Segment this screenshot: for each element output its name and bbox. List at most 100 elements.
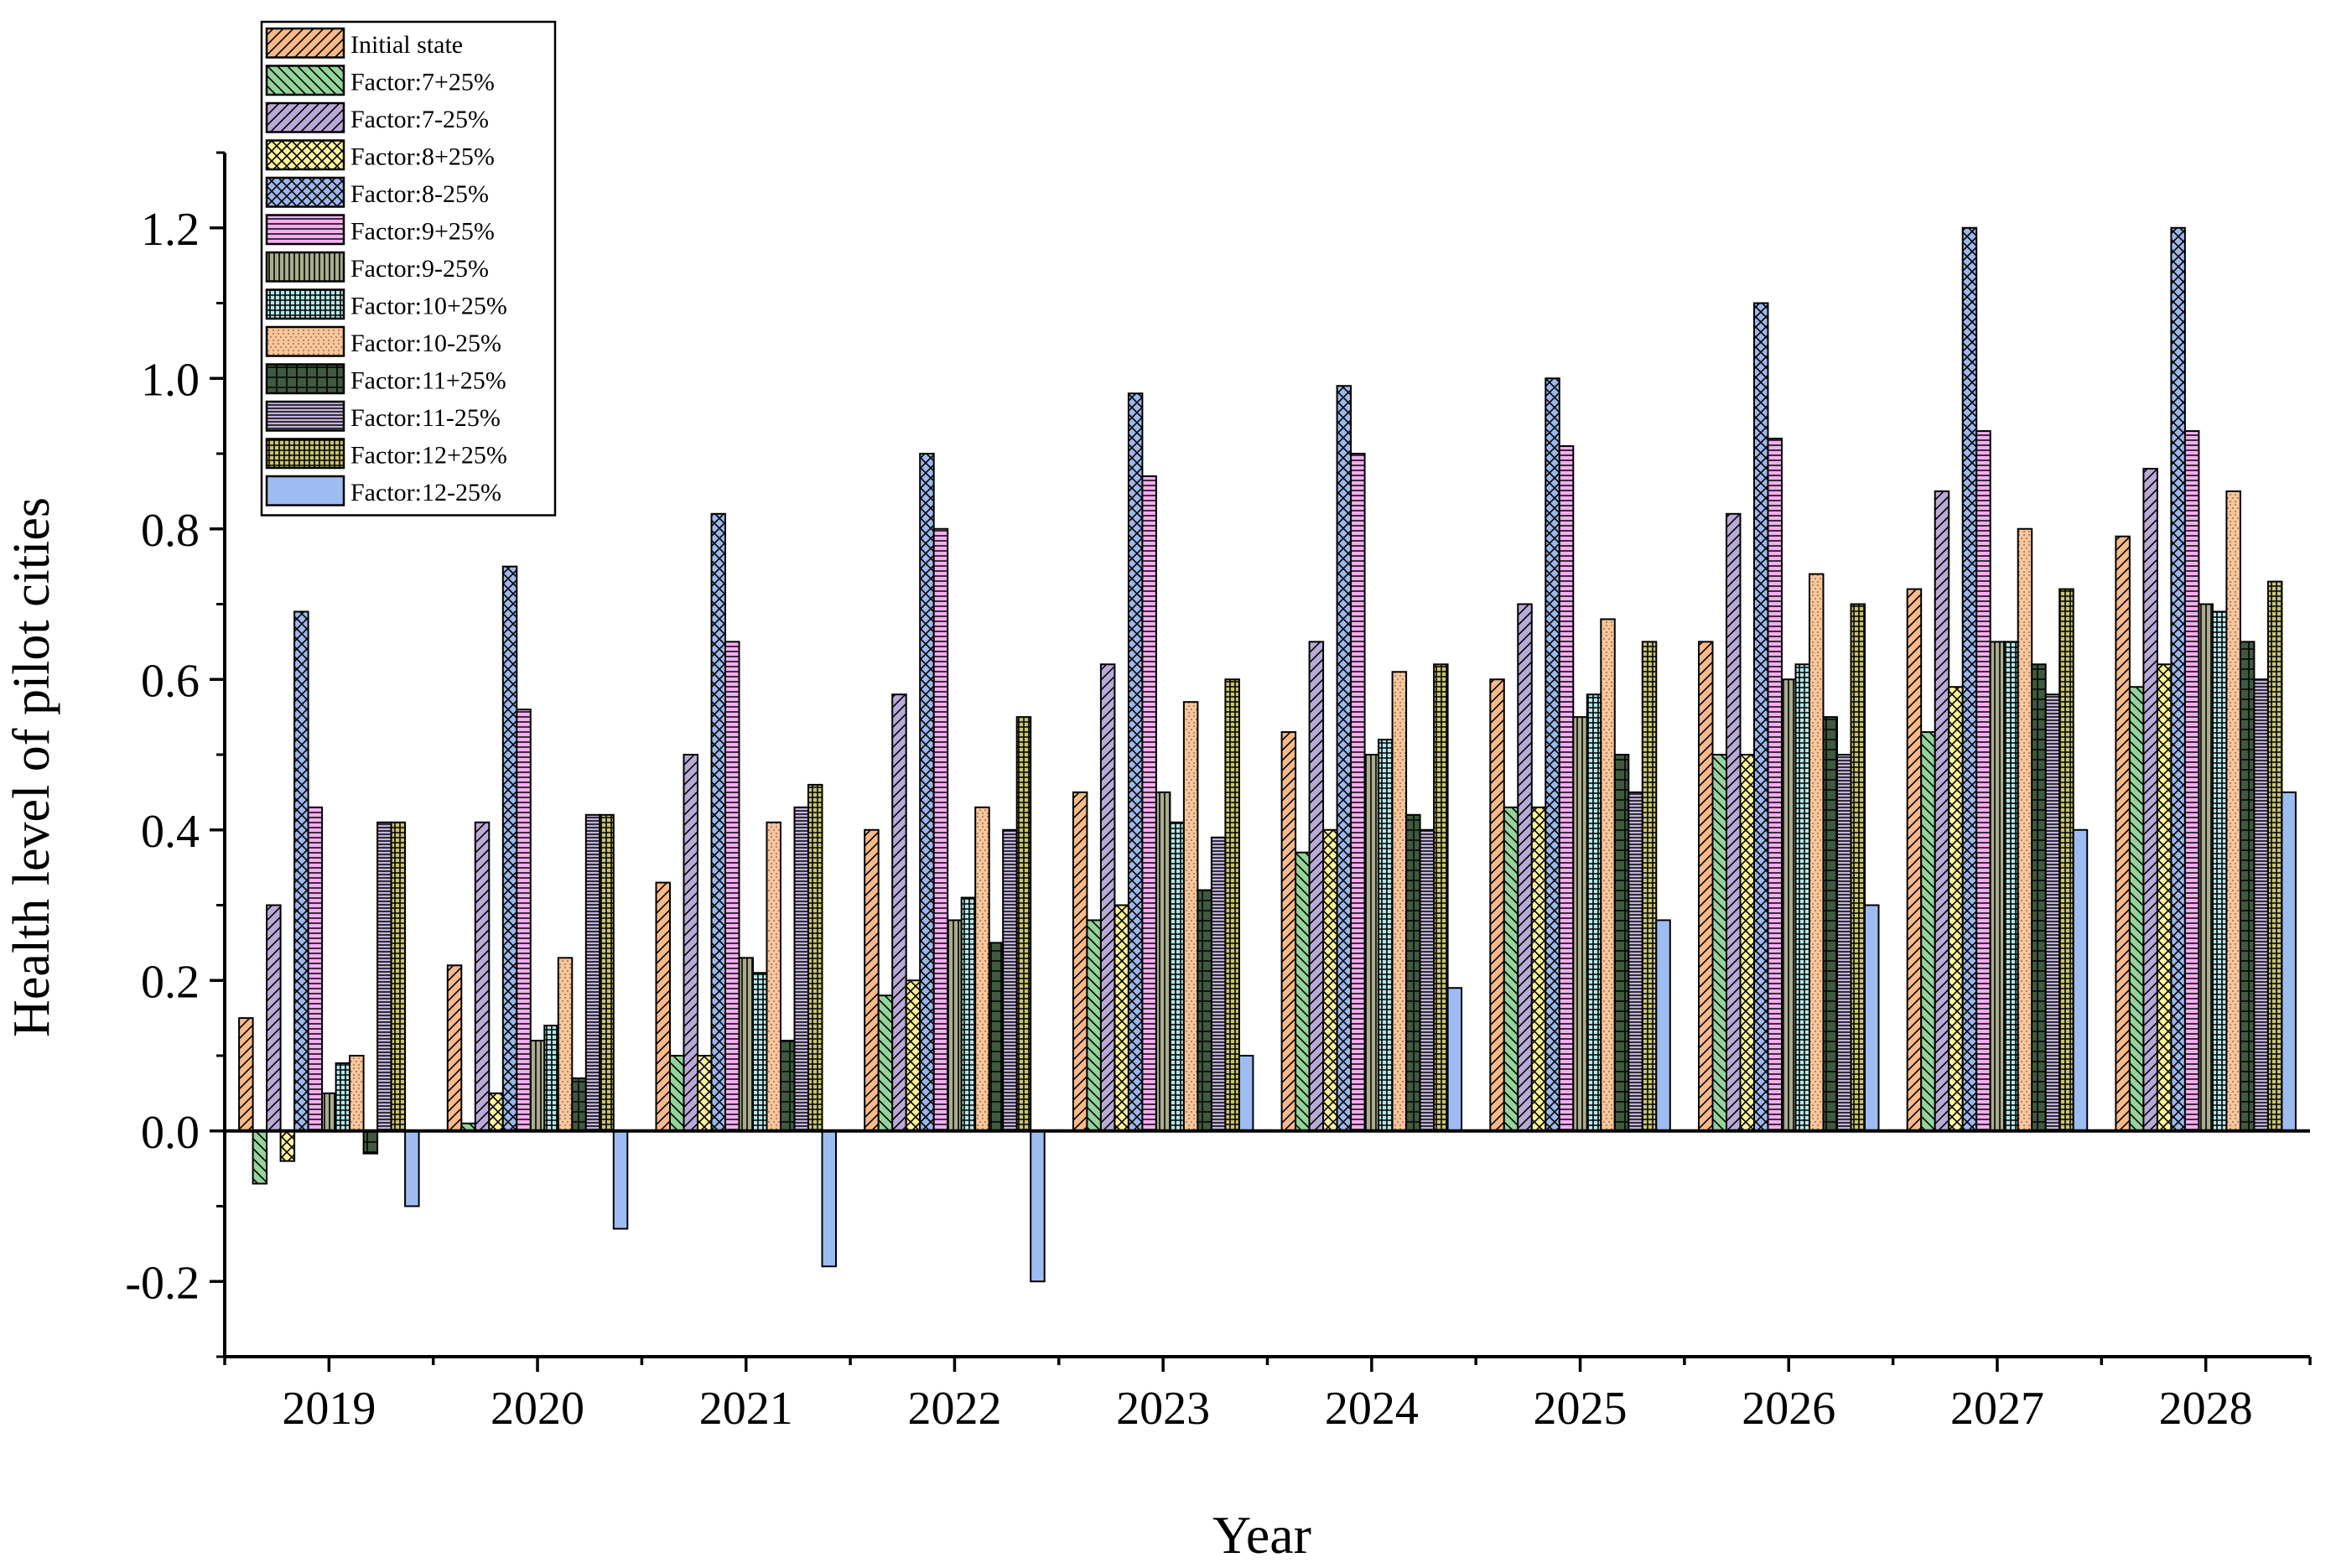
bar-factor-10-25--2019 [335, 1062, 351, 1132]
y-tick-label: 1.2 [141, 204, 200, 256]
bar-factor-9-25--2025 [1558, 445, 1575, 1132]
bar-factor-8-25--2022 [905, 979, 921, 1132]
bar-factor-11-25--2020 [571, 1077, 587, 1132]
bar-factor-11-25--2027 [2044, 693, 2061, 1132]
bar-factor-8-25--2027 [1961, 226, 1978, 1132]
bar-factor-11-25--2022 [988, 942, 1005, 1132]
bar-factor-7-25--2028 [2128, 686, 2145, 1132]
legend-label: Factor:12+25% [350, 442, 507, 470]
bar-factor-9-25--2026 [1767, 438, 1783, 1132]
bar-initial-state-2022 [864, 828, 880, 1132]
bar-factor-12-25--2020 [612, 1129, 629, 1230]
legend-label: Factor:7-25% [350, 106, 489, 133]
bar-factor-10-25--2021 [766, 821, 781, 1132]
bar-factor-10-25--2019 [349, 1055, 365, 1132]
bar-factor-7-25--2028 [2142, 467, 2158, 1132]
bar-factor-8-25--2023 [1114, 904, 1129, 1132]
bar-factor-10-25--2022 [960, 896, 977, 1132]
bar-factor-12-25--2028 [2281, 791, 2297, 1132]
bar-initial-state-2026 [1698, 641, 1714, 1132]
bar-factor-8-25--2022 [919, 453, 935, 1132]
bar-factor-7-25--2024 [1295, 851, 1311, 1132]
bar-factor-9-25--2023 [1141, 475, 1157, 1132]
x-tick-label: 2022 [907, 1383, 1001, 1435]
legend-swatch [265, 65, 345, 96]
bar-factor-7-25--2026 [1711, 754, 1727, 1132]
x-tick-label: 2020 [491, 1383, 584, 1435]
x-tick-label: 2025 [1534, 1383, 1628, 1435]
bar-factor-9-25--2020 [516, 709, 532, 1132]
legend-label: Factor:11-25% [350, 404, 501, 432]
bar-factor-9-25--2024 [1350, 453, 1366, 1132]
bar-factor-11-25--2020 [584, 813, 601, 1132]
bar-factor-7-25--2022 [877, 994, 894, 1132]
bar-factor-8-25--2019 [293, 610, 309, 1132]
bar-factor-11-25--2025 [1628, 791, 1643, 1132]
bar-factor-10-25--2025 [1600, 618, 1616, 1132]
bar-factor-8-25--2024 [1322, 828, 1338, 1132]
bar-factor-9-25--2022 [932, 527, 949, 1132]
bar-factor-10-25--2027 [2003, 641, 2019, 1132]
x-tick-label: 2023 [1116, 1383, 1210, 1435]
bar-factor-7-25--2022 [891, 693, 907, 1132]
bar-factor-11-25--2025 [1613, 754, 1630, 1132]
bar-factor-8-25--2028 [2170, 226, 2186, 1132]
axes-group: -0.2 0.0 0.2 0.4 0.6 0.8 1.0 1.2 2019 2020 2021 202… [125, 151, 2312, 1435]
bar-factor-7-25--2023 [1099, 663, 1116, 1132]
x-tick-label: 2021 [699, 1383, 793, 1435]
legend-swatch [265, 27, 345, 59]
x-tick-label: 2027 [1950, 1383, 2044, 1435]
bar-factor-9-25--2019 [307, 806, 324, 1132]
bar-factor-10-25--2022 [974, 806, 990, 1132]
bar-factor-8-25--2020 [488, 1092, 504, 1132]
bar-factor-11-25--2022 [1002, 828, 1018, 1132]
bar-factor-10-25--2023 [1169, 821, 1185, 1132]
bar-initial-state-2027 [1906, 588, 1923, 1132]
bar-initial-state-2019 [238, 1017, 254, 1132]
bar-factor-7-25--2020 [474, 821, 491, 1132]
bar-factor-10-25--2024 [1378, 739, 1394, 1132]
bars-group [238, 226, 2297, 1283]
bar-factor-12-25--2020 [599, 813, 615, 1132]
bar-factor-12-25--2025 [1641, 641, 1658, 1132]
bar-factor-9-25--2027 [1989, 641, 2006, 1132]
bar-factor-7-25--2025 [1517, 603, 1533, 1132]
bar-factor-10-25--2023 [1182, 701, 1199, 1132]
legend-swatch [265, 363, 345, 395]
bar-initial-state-2024 [1280, 731, 1297, 1132]
bar-factor-12-25--2027 [2058, 588, 2074, 1132]
bar-factor-8-25--2019 [279, 1129, 296, 1162]
legend-swatch [265, 400, 345, 432]
bar-initial-state-2028 [2115, 535, 2131, 1132]
bar-factor-11-25--2027 [2031, 663, 2047, 1132]
bar-initial-state-2020 [446, 964, 463, 1132]
bar-factor-12-25--2026 [1864, 904, 1880, 1132]
legend-label: Factor:9+25% [350, 218, 495, 246]
bar-factor-12-25--2023 [1238, 1055, 1254, 1132]
bar-factor-12-25--2021 [807, 783, 823, 1132]
bar-factor-10-25--2028 [2211, 610, 2228, 1132]
legend-swatch [265, 251, 345, 283]
bar-factor-12-25--2022 [1015, 716, 1032, 1132]
bar-factor-11-25--2028 [2239, 641, 2256, 1132]
bar-factor-8-25--2021 [710, 512, 726, 1132]
bar-factor-9-25--2026 [1781, 678, 1797, 1132]
bar-factor-11-25--2021 [793, 806, 809, 1132]
bar-factor-8-25--2026 [1739, 754, 1755, 1132]
bar-factor-7-25--2019 [252, 1129, 268, 1185]
bar-factor-9-25--2020 [529, 1040, 546, 1132]
bar-factor-8-25--2025 [1530, 806, 1547, 1132]
legend-label: Factor:8+25% [350, 143, 495, 171]
bar-factor-10-25--2025 [1586, 693, 1602, 1132]
legend-label: Factor:9-25% [350, 255, 489, 283]
bar-factor-8-25--2023 [1127, 392, 1144, 1132]
bar-factor-10-25--2020 [543, 1025, 559, 1132]
y-tick-label: 0.6 [141, 655, 200, 707]
bar-factor-8-25--2028 [2156, 663, 2173, 1132]
x-tick-label: 2019 [282, 1383, 376, 1435]
bar-factor-8-25--2026 [1753, 302, 1769, 1132]
bar-factor-7-25--2027 [1920, 731, 1936, 1132]
bar-factor-9-25--2021 [724, 641, 740, 1132]
x-axis-title: Year [1212, 1505, 1311, 1565]
